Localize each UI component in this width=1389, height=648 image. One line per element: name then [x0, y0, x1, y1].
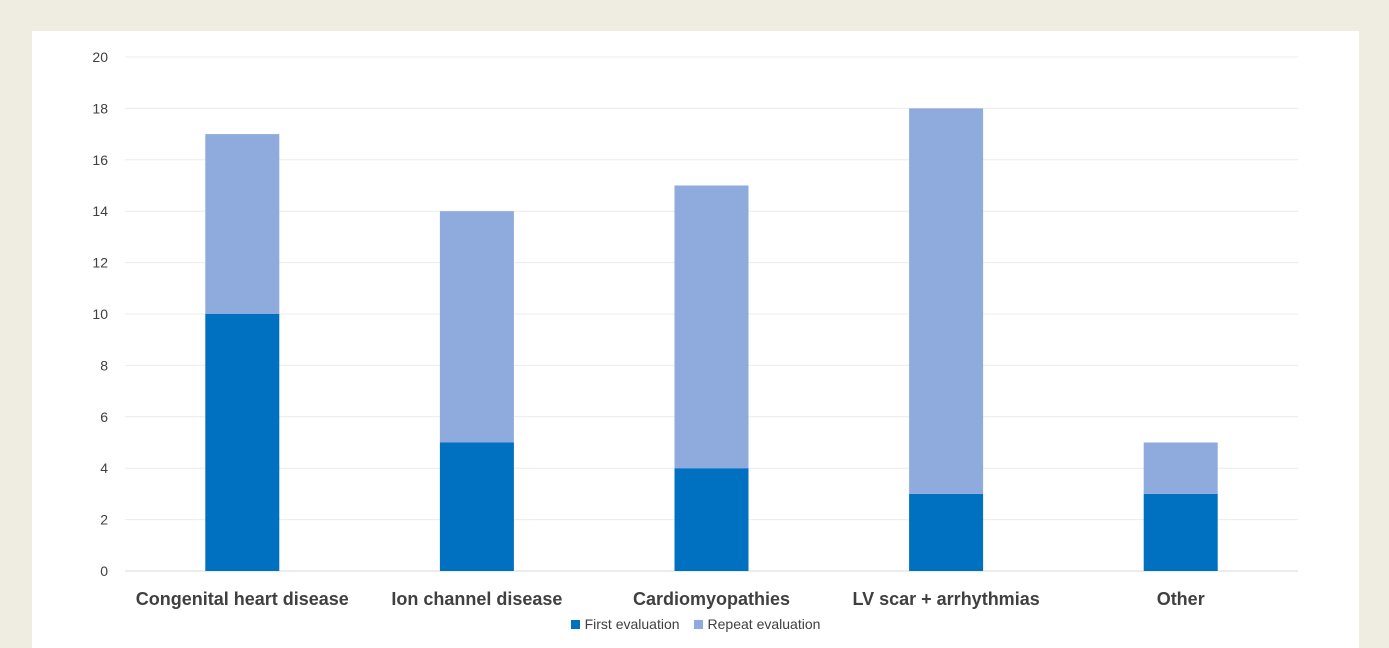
- bar-repeat-evaluation: [674, 185, 749, 469]
- y-tick-label: 0: [100, 563, 108, 579]
- legend-swatch: [693, 619, 703, 629]
- legend: First evaluation Repeat evaluation: [32, 616, 1359, 632]
- y-tick-label: 8: [100, 357, 108, 373]
- legend-label: First evaluation: [584, 616, 680, 632]
- y-tick-label: 16: [92, 152, 108, 168]
- y-tick-label: 6: [100, 409, 108, 425]
- stacked-bar-chart: 0 2 4 6 8 10 12 14 16 18 20 Congenital heart disea…: [92, 49, 1298, 609]
- bar-first-evaluation: [205, 314, 280, 571]
- x-category-label: Cardiomyopathies: [633, 589, 790, 609]
- legend-item: First evaluation: [570, 616, 680, 632]
- y-axis-tick-labels: 0 2 4 6 8 10 12 14 16 18 20: [92, 49, 108, 579]
- bar-repeat-evaluation: [909, 108, 984, 494]
- y-tick-label: 18: [92, 100, 108, 116]
- y-tick-label: 14: [92, 203, 108, 219]
- legend-swatch: [570, 619, 580, 629]
- chart-panel: 0 2 4 6 8 10 12 14 16 18 20 Congenital heart disea…: [32, 31, 1359, 648]
- y-tick-label: 2: [100, 512, 108, 528]
- bar-repeat-evaluation: [1143, 442, 1218, 494]
- legend-label: Repeat evaluation: [707, 616, 821, 632]
- bar-repeat-evaluation: [439, 211, 514, 443]
- y-tick-label: 10: [92, 306, 108, 322]
- bar-first-evaluation: [1143, 493, 1218, 571]
- bars: [205, 108, 1218, 571]
- y-tick-label: 4: [100, 460, 108, 476]
- bar-repeat-evaluation: [205, 134, 280, 314]
- x-category-label: Other: [1157, 589, 1205, 609]
- x-category-label: Ion channel disease: [391, 589, 562, 609]
- y-tick-label: 12: [92, 255, 108, 271]
- x-axis-category-labels: Congenital heart disease Ion channel dise…: [136, 589, 1205, 609]
- x-category-label: LV scar + arrhythmias: [852, 589, 1039, 609]
- bar-first-evaluation: [439, 442, 514, 571]
- legend-item: Repeat evaluation: [693, 616, 821, 632]
- bar-first-evaluation: [674, 468, 749, 571]
- y-tick-label: 20: [92, 49, 108, 65]
- bar-first-evaluation: [909, 493, 984, 571]
- x-category-label: Congenital heart disease: [136, 589, 349, 609]
